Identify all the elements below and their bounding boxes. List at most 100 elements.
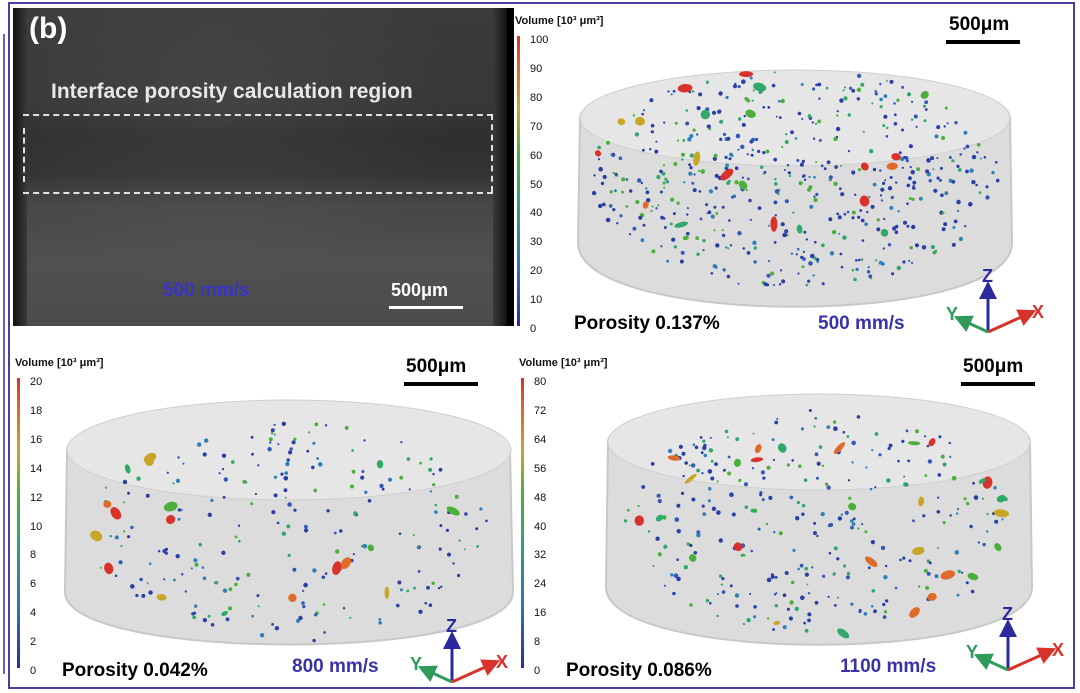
pore [692, 128, 696, 132]
pore [906, 183, 911, 188]
pore [718, 538, 723, 543]
pore [980, 157, 982, 160]
pore [946, 122, 949, 125]
pore [954, 121, 958, 125]
pore [921, 245, 927, 250]
large-pore [700, 109, 710, 120]
pore [912, 184, 915, 188]
pore [676, 201, 680, 205]
large-pore [745, 109, 756, 118]
pore [801, 159, 805, 163]
pore [783, 169, 786, 171]
pore [728, 219, 731, 222]
pore [814, 240, 817, 244]
ct-grayscale-image [22, 8, 505, 326]
pore [854, 193, 857, 196]
speed-label: 1100 mm/s [840, 656, 937, 677]
pore [857, 258, 861, 262]
pore [971, 154, 977, 160]
pore [813, 195, 816, 198]
pore [773, 531, 776, 534]
pore [982, 497, 985, 500]
ct-left-edge [13, 8, 27, 326]
pore [627, 508, 630, 512]
pore [193, 558, 198, 563]
pore [880, 545, 886, 551]
pore [202, 452, 207, 457]
pore [814, 600, 819, 605]
colorbar-tick-label: 100 [530, 34, 549, 46]
pore [743, 554, 746, 557]
pore [972, 481, 975, 485]
pore [700, 169, 705, 174]
pore [796, 247, 800, 251]
pore [942, 462, 947, 467]
pore [902, 260, 906, 264]
pore [850, 525, 854, 530]
large-pore [886, 162, 898, 170]
pore [991, 170, 995, 175]
pore [642, 223, 646, 227]
pore [228, 606, 232, 611]
pore [708, 189, 714, 194]
pore [702, 249, 705, 252]
pore [986, 530, 989, 533]
large-pore [750, 457, 764, 463]
pore [851, 216, 855, 220]
pore [335, 549, 340, 554]
pore [857, 168, 862, 172]
pore [207, 614, 211, 618]
pore [894, 586, 898, 590]
pore [953, 219, 958, 224]
pore [681, 451, 686, 456]
pore [790, 130, 794, 135]
pore [889, 79, 894, 84]
volume-disc-bottom-left [63, 399, 515, 646]
scale-label: 500μm [949, 14, 1010, 35]
pore [731, 195, 734, 199]
pore [856, 415, 861, 419]
pore [823, 167, 827, 171]
colorbar-tick-label: 40 [530, 207, 543, 220]
pore [804, 628, 809, 633]
pore [267, 447, 272, 452]
pore [726, 165, 729, 168]
pore [976, 151, 979, 154]
pore [721, 577, 725, 581]
pore [826, 160, 831, 165]
pore [702, 439, 706, 443]
pore [816, 461, 821, 466]
pore [792, 548, 796, 552]
pore [673, 573, 679, 578]
pore [649, 148, 652, 151]
pore [726, 436, 729, 439]
large-pore [777, 443, 787, 453]
pore [231, 460, 235, 464]
pore [918, 196, 923, 201]
pore [993, 486, 997, 490]
pore [808, 409, 812, 412]
pore [750, 549, 753, 553]
large-pore [940, 570, 956, 580]
pore [721, 233, 726, 238]
pore [846, 435, 850, 438]
pore [746, 98, 751, 103]
pore [784, 229, 789, 234]
large-pore [688, 554, 697, 562]
colorbar-gradient [517, 36, 520, 326]
pore [934, 249, 938, 253]
pore [485, 519, 488, 523]
pore [691, 181, 695, 185]
pore [895, 181, 898, 184]
pore [846, 571, 851, 576]
pore [251, 614, 255, 618]
pore [903, 220, 907, 225]
pore [833, 136, 838, 142]
pore [760, 165, 764, 169]
pore [934, 574, 939, 579]
pore [681, 152, 685, 157]
scale-bar [404, 382, 478, 386]
pore [788, 174, 792, 178]
pore [889, 176, 893, 179]
pore [270, 428, 275, 433]
